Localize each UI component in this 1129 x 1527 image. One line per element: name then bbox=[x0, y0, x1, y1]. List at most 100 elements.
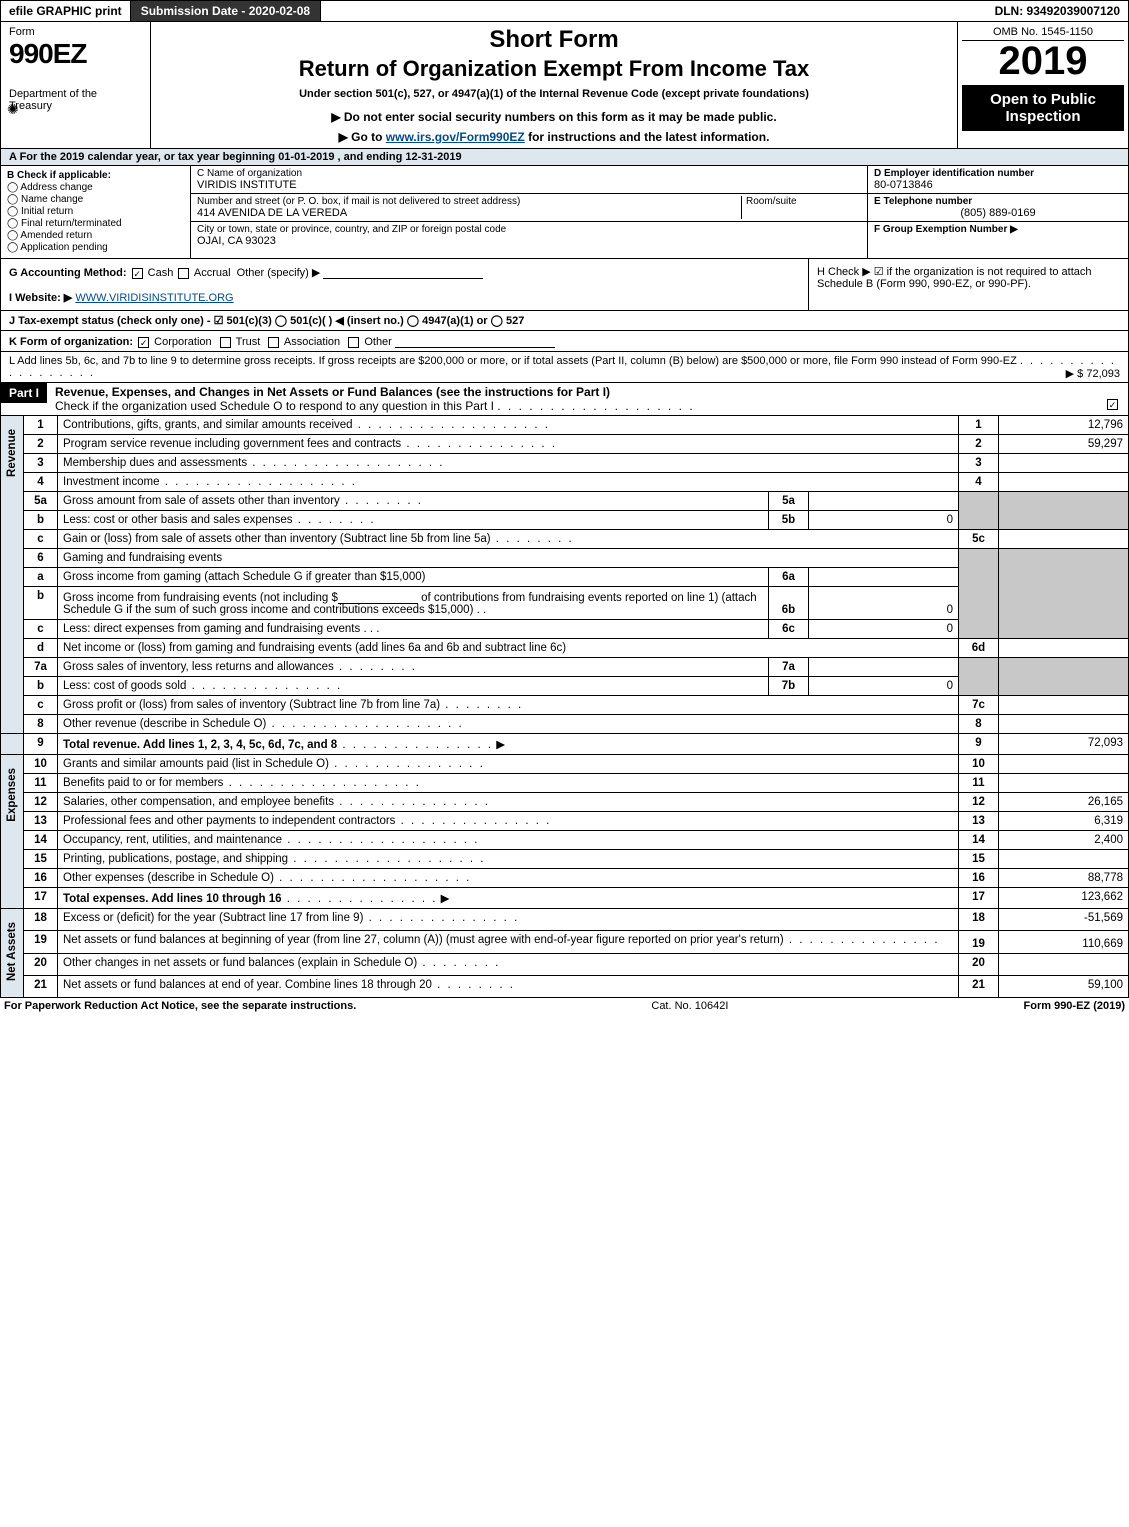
chk-amended-return[interactable]: ◯ Amended return bbox=[7, 230, 184, 241]
line-14-num: 14 bbox=[24, 831, 58, 850]
submission-date: Submission Date - 2020-02-08 bbox=[130, 1, 321, 21]
line-10-num: 10 bbox=[24, 755, 58, 774]
line-7a-desc: Gross sales of inventory, less returns a… bbox=[63, 661, 334, 673]
entity-info-block: B Check if applicable: ◯ Address change … bbox=[0, 166, 1129, 259]
city-value: OJAI, CA 93023 bbox=[197, 235, 506, 247]
department-label: Department of the Treasury bbox=[9, 88, 142, 112]
line-6d-desc: Net income or (loss) from gaming and fun… bbox=[58, 639, 959, 658]
chk-schedule-o[interactable]: ✓ bbox=[1107, 399, 1118, 410]
chk-cash[interactable]: ✓ bbox=[132, 268, 143, 279]
line-19-num: 19 bbox=[24, 931, 58, 953]
line-1-colnum: 1 bbox=[959, 416, 999, 435]
chk-other-org[interactable] bbox=[348, 337, 359, 348]
header-left: Form 990EZ ✺ Department of the Treasury bbox=[1, 22, 151, 148]
treasury-seal-icon: ✺ bbox=[7, 101, 19, 118]
other-org-field[interactable] bbox=[395, 334, 555, 348]
chk-final-return[interactable]: ◯ Final return/terminated bbox=[7, 218, 184, 229]
open-to-public: Open to Public Inspection bbox=[962, 85, 1124, 131]
line-20-val bbox=[999, 953, 1129, 975]
col-c-org-info: C Name of organization VIRIDIS INSTITUTE… bbox=[191, 166, 868, 258]
line-6c-subval: 0 bbox=[809, 620, 959, 639]
line-6-num: 6 bbox=[24, 549, 58, 568]
line-5b-subval: 0 bbox=[809, 511, 959, 530]
line-5c-desc: Gain or (loss) from sale of assets other… bbox=[63, 533, 491, 545]
line-7c-val bbox=[999, 696, 1129, 715]
telephone-value: (805) 889-0169 bbox=[874, 207, 1122, 219]
row-l-gross-receipts: L Add lines 5b, 6c, and 7b to line 9 to … bbox=[0, 352, 1129, 383]
netassets-section-label: Net Assets bbox=[1, 909, 24, 998]
chk-name-change[interactable]: ◯ Name change bbox=[7, 194, 184, 205]
accounting-method-label: G Accounting Method: bbox=[9, 267, 127, 279]
other-org-label: Other bbox=[364, 336, 392, 348]
org-name-label: C Name of organization bbox=[197, 168, 302, 179]
association-label: Association bbox=[284, 336, 340, 348]
line-2-desc: Program service revenue including govern… bbox=[63, 438, 401, 450]
line-6d-val bbox=[999, 639, 1129, 658]
line-7b-num: b bbox=[24, 677, 58, 696]
col-b-checkboxes: B Check if applicable: ◯ Address change … bbox=[1, 166, 191, 258]
line-18-num: 18 bbox=[24, 909, 58, 931]
corporation-label: Corporation bbox=[154, 336, 211, 348]
line-6c-num: c bbox=[24, 620, 58, 639]
chk-trust[interactable] bbox=[220, 337, 231, 348]
line-3-val bbox=[999, 454, 1129, 473]
line-7b-desc: Less: cost of goods sold bbox=[63, 680, 186, 692]
row-k-form-of-org: K Form of organization: ✓ Corporation Tr… bbox=[0, 331, 1129, 352]
line-16-desc: Other expenses (describe in Schedule O) bbox=[63, 872, 274, 884]
line-14-desc: Occupancy, rent, utilities, and maintena… bbox=[63, 834, 282, 846]
line-2-num: 2 bbox=[24, 435, 58, 454]
dln: DLN: 93492039007120 bbox=[987, 1, 1128, 21]
website-link[interactable]: WWW.VIRIDISINSTITUTE.ORG bbox=[75, 292, 233, 304]
line-19-colnum: 19 bbox=[959, 931, 999, 953]
line-21-colnum: 21 bbox=[959, 975, 999, 997]
chk-initial-return[interactable]: ◯ Initial return bbox=[7, 206, 184, 217]
line-15-val bbox=[999, 850, 1129, 869]
line-15-desc: Printing, publications, postage, and shi… bbox=[63, 853, 288, 865]
chk-address-change[interactable]: ◯ Address change bbox=[7, 182, 184, 193]
row-gh: G Accounting Method: ✓ Cash Accrual Othe… bbox=[0, 259, 1129, 311]
line-19-val: 110,669 bbox=[999, 931, 1129, 953]
line-17-num: 17 bbox=[24, 888, 58, 909]
chk-application-pending[interactable]: ◯ Application pending bbox=[7, 242, 184, 253]
other-specify-field[interactable] bbox=[323, 265, 483, 279]
row-k-label: K Form of organization: bbox=[9, 336, 133, 348]
line-12-colnum: 12 bbox=[959, 793, 999, 812]
line-10-val bbox=[999, 755, 1129, 774]
line-6a-sub: 6a bbox=[769, 568, 809, 587]
line-2-val: 59,297 bbox=[999, 435, 1129, 454]
col-b-heading: B Check if applicable: bbox=[7, 170, 111, 181]
chk-association[interactable] bbox=[268, 337, 279, 348]
line-10-desc: Grants and similar amounts paid (list in… bbox=[63, 758, 329, 770]
line-21-desc: Net assets or fund balances at end of ye… bbox=[63, 979, 432, 991]
website-label: I Website: ▶ bbox=[9, 292, 72, 304]
goto-link[interactable]: www.irs.gov/Form990EZ bbox=[386, 130, 525, 144]
dots bbox=[497, 399, 694, 413]
line-17-colnum: 17 bbox=[959, 888, 999, 909]
line-15-num: 15 bbox=[24, 850, 58, 869]
line-4-desc: Investment income bbox=[63, 476, 160, 488]
row-j-text: J Tax-exempt status (check only one) - ☑… bbox=[9, 315, 524, 327]
line-13-colnum: 13 bbox=[959, 812, 999, 831]
line-13-num: 13 bbox=[24, 812, 58, 831]
line-12-desc: Salaries, other compensation, and employ… bbox=[63, 796, 334, 808]
line-12-num: 12 bbox=[24, 793, 58, 812]
part1-header-row: Part I Revenue, Expenses, and Changes in… bbox=[0, 383, 1129, 416]
line-4-colnum: 4 bbox=[959, 473, 999, 492]
row-l-amount: ▶ $ 72,093 bbox=[1066, 367, 1120, 380]
header-right: OMB No. 1545-1150 2019 Open to Public In… bbox=[958, 22, 1128, 148]
line-6d-colnum: 6d bbox=[959, 639, 999, 658]
part1-check-line: Check if the organization used Schedule … bbox=[55, 399, 494, 413]
line-8-num: 8 bbox=[24, 715, 58, 734]
line-1-num: 1 bbox=[24, 416, 58, 435]
line-2-colnum: 2 bbox=[959, 435, 999, 454]
room-suite-label: Room/suite bbox=[741, 196, 861, 219]
return-title: Return of Organization Exempt From Incom… bbox=[161, 56, 947, 82]
line-16-val: 88,778 bbox=[999, 869, 1129, 888]
line-5a-sub: 5a bbox=[769, 492, 809, 511]
line-6b-sub: 6b bbox=[769, 587, 809, 620]
line-5b-num: b bbox=[24, 511, 58, 530]
row-j-tax-exempt: J Tax-exempt status (check only one) - ☑… bbox=[0, 311, 1129, 331]
chk-corporation[interactable]: ✓ bbox=[138, 337, 149, 348]
chk-accrual[interactable] bbox=[178, 268, 189, 279]
financial-table: Revenue 1 Contributions, gifts, grants, … bbox=[0, 416, 1129, 998]
